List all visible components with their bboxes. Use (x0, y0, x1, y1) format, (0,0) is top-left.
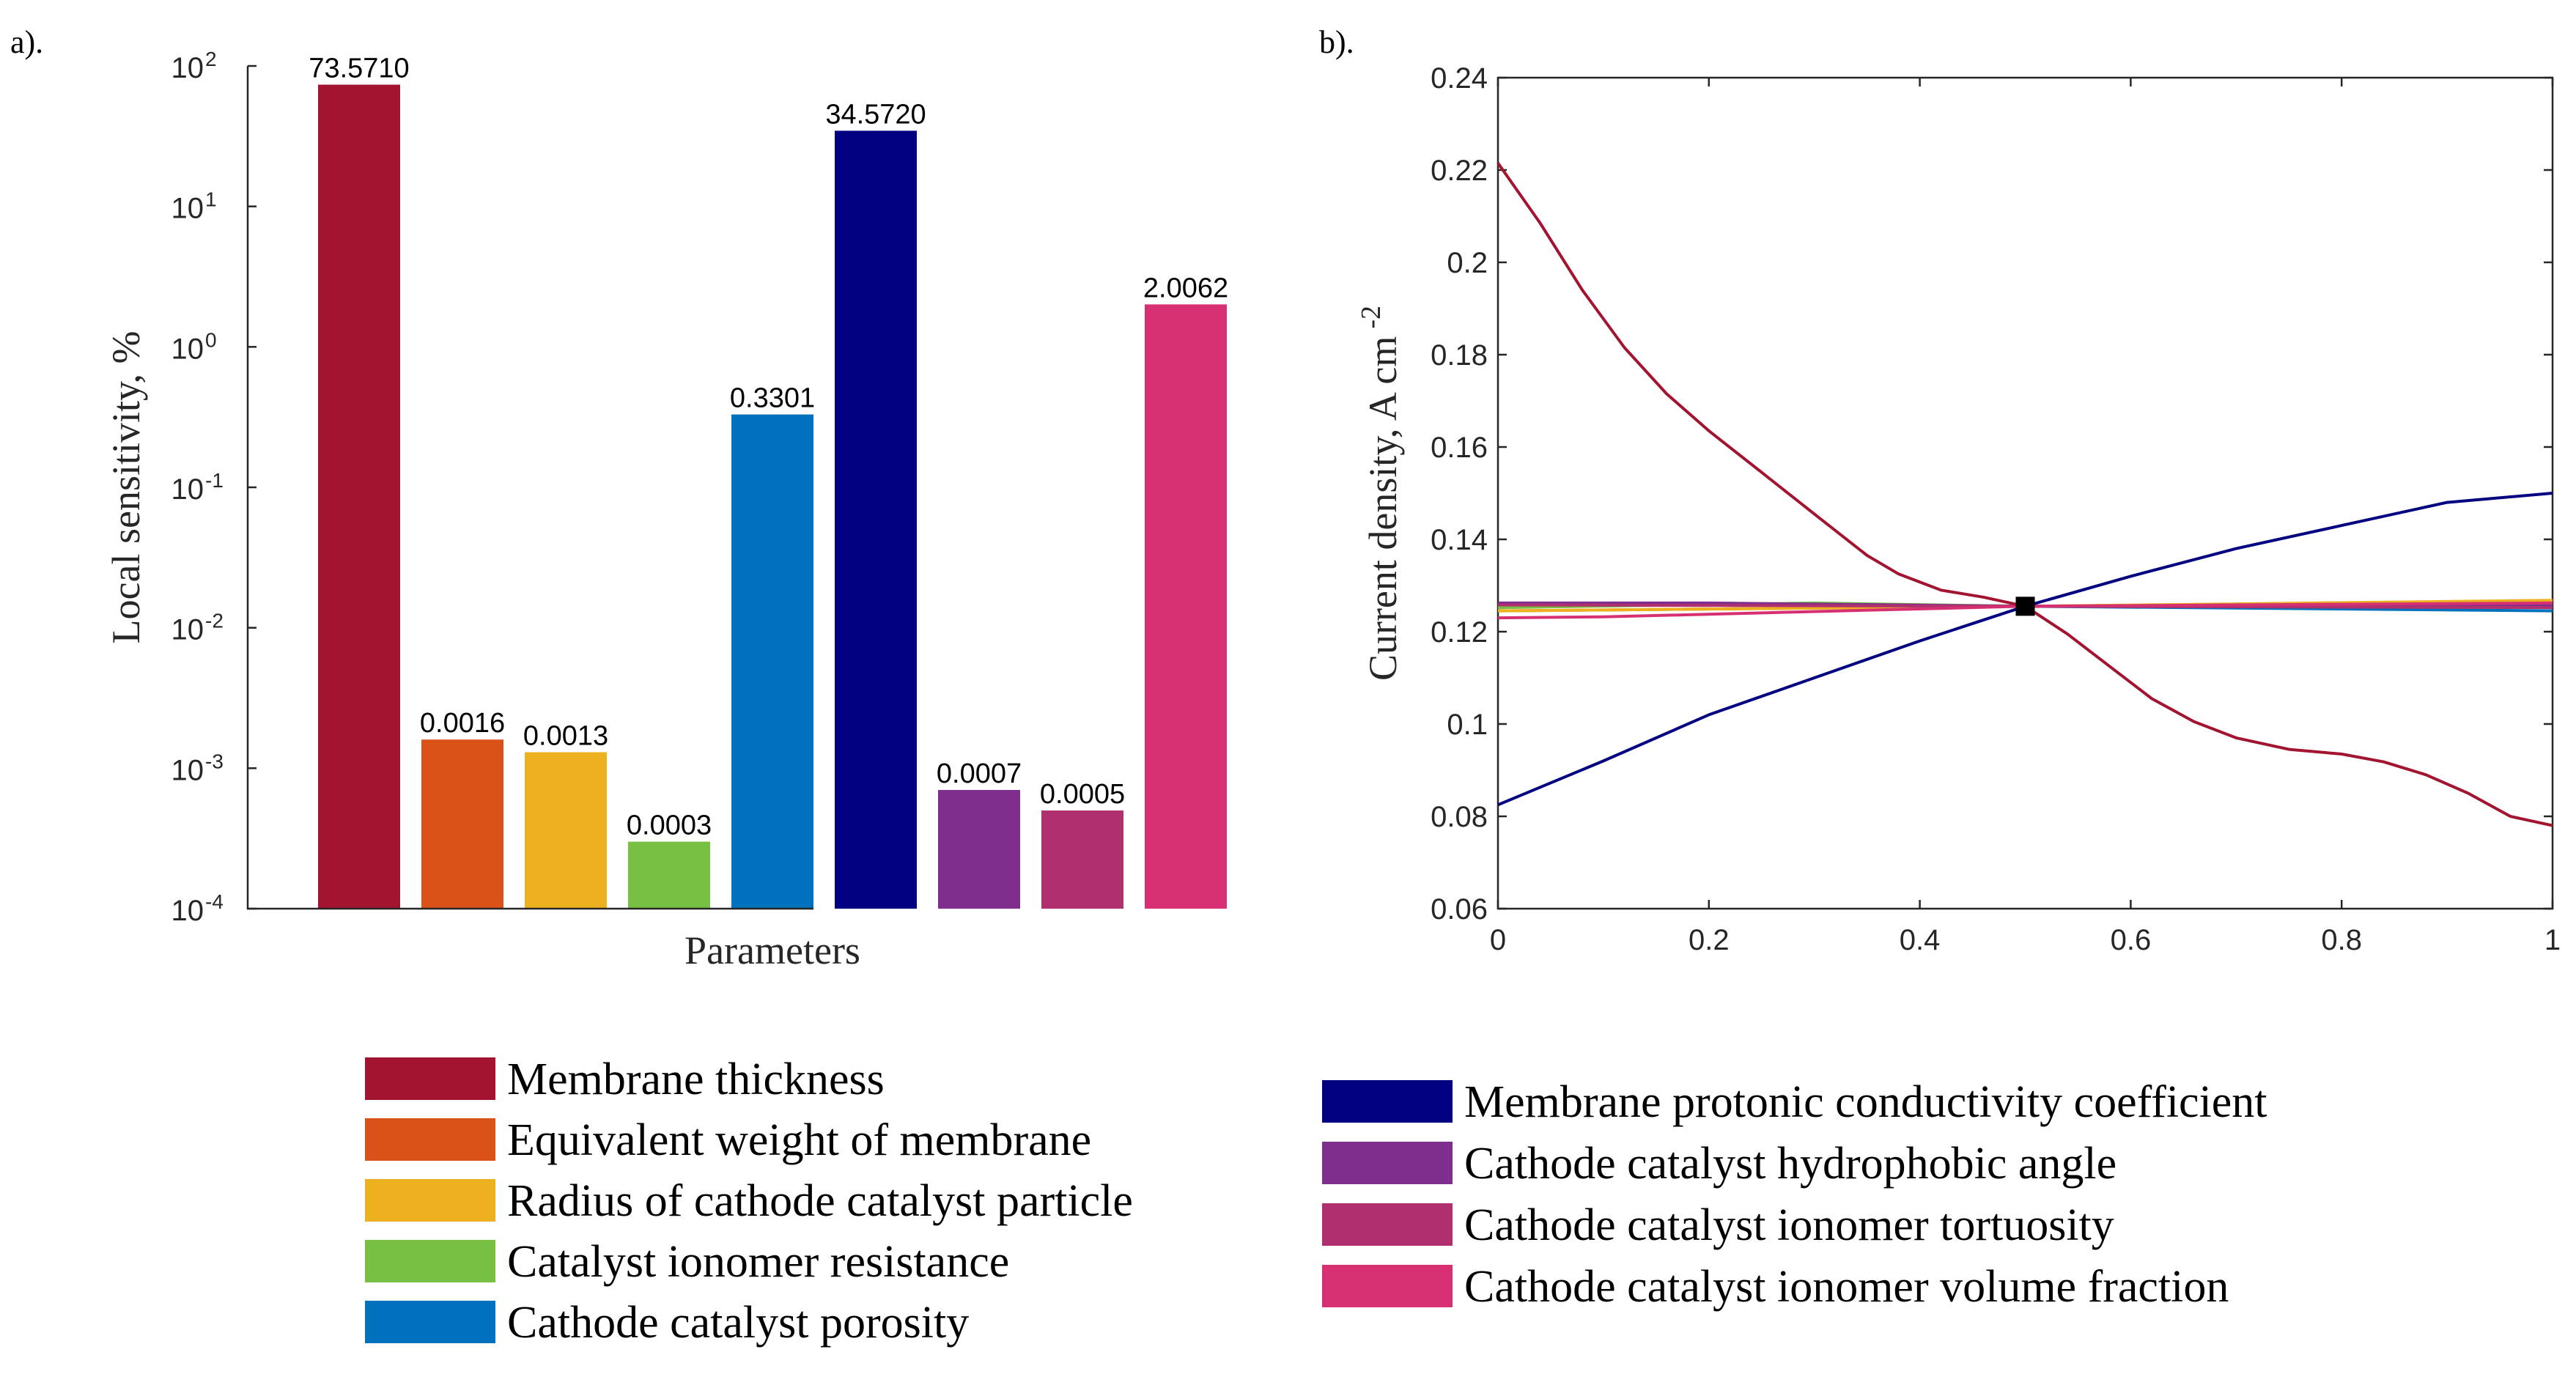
bar (628, 841, 710, 909)
legend-label: Cathode catalyst ionomer volume fraction (1464, 1262, 2229, 1312)
y-tick-label: 0.18 (1431, 339, 1488, 372)
legend-label: Cathode catalyst ionomer tortuosity (1464, 1200, 2114, 1250)
bar (835, 130, 917, 909)
bar-data-label: 0.0003 (627, 810, 712, 841)
y-tick-label: 0.24 (1431, 62, 1488, 95)
legend-swatch (365, 1179, 495, 1222)
panel-b-label: b). (1319, 24, 1354, 60)
series-line (1497, 492, 2553, 807)
legend-swatch (365, 1118, 495, 1161)
y-tick-label: 10 (171, 193, 204, 225)
x-axis-title: Parameters (684, 928, 860, 972)
legend-left: Membrane thickness Equivalent weight of m… (365, 1054, 1133, 1348)
x-tick-label: 0.8 (2321, 924, 2362, 956)
legend-label: Catalyst ionomer resistance (507, 1237, 1009, 1287)
bar (421, 739, 503, 909)
legend-label: Cathode catalyst porosity (507, 1298, 969, 1348)
legend-swatch (1322, 1080, 1453, 1123)
bar-data-label: 0.0016 (420, 708, 505, 739)
y-tick-label: 0.08 (1431, 801, 1488, 833)
line-series (1496, 162, 2553, 827)
legend-label: Membrane thickness (507, 1054, 885, 1104)
y-tick-label: 10 (171, 473, 204, 506)
bar (731, 414, 813, 909)
y-tick-exponent: 2 (205, 48, 217, 70)
line-chart-frame (1496, 76, 2554, 910)
y-tick-label: 10 (171, 754, 204, 786)
y-tick-label: 10 (171, 52, 204, 84)
bar (1145, 304, 1227, 909)
bar (1041, 810, 1123, 909)
y-tick-exponent: -1 (205, 469, 224, 492)
y-tick-label: 10 (171, 895, 204, 927)
y-tick-exponent: 1 (205, 188, 217, 211)
bar-data-label: 0.0013 (523, 720, 608, 751)
y-tick-label: 0.14 (1431, 524, 1488, 556)
y-tick-label: 0.1 (1447, 709, 1488, 741)
series-line (1497, 601, 2553, 620)
legend-label: Cathode catalyst hydrophobic angle (1464, 1139, 2116, 1189)
legend-label: Equivalent weight of membrane (507, 1115, 1091, 1165)
bar (525, 752, 607, 909)
bar-chart-axes (246, 66, 813, 910)
line-chart: 0 0.2 0.4 0.6 0.8 1 0.060.080.10.120.140.160.… (1356, 62, 2561, 956)
legend-swatch (1322, 1142, 1453, 1184)
bar-data-label: 0.3301 (730, 383, 815, 414)
bar-data-label: 2.0062 (1143, 273, 1228, 303)
x-tick-label: 0.2 (1689, 924, 1730, 956)
x-tick-label: 1 (2544, 924, 2561, 956)
x-axis-ticks: 0 0.2 0.4 0.6 0.8 1 (1490, 78, 2561, 956)
y-tick-exponent: 0 (205, 328, 217, 351)
y-axis-ticks-b: 0.06 0.08 0.1 0.12 0.14 0.16 0.18 0.2 0.22 0.24 (1431, 62, 2553, 926)
panel-a-label: a). (10, 24, 43, 60)
y-tick-label: 0.22 (1431, 155, 1488, 187)
y-tick-exponent: -3 (205, 750, 224, 772)
x-tick-label: 0.4 (1900, 924, 1941, 956)
x-tick-label: 0 (1490, 924, 1506, 956)
bar-data-label: 73.5710 (309, 53, 409, 84)
legend-label: Radius of cathode catalyst particle (507, 1176, 1133, 1226)
y-tick-exponent: -4 (205, 890, 224, 913)
bar-series (318, 84, 1227, 909)
legend-swatch (1322, 1203, 1453, 1246)
y-tick-label: 0.2 (1447, 247, 1488, 279)
bar (318, 84, 400, 909)
y-tick-label: 10 (171, 614, 204, 646)
series-line (1496, 162, 2553, 827)
operating-point-marker (2015, 596, 2035, 616)
bar-data-label: 0.0007 (937, 758, 1022, 789)
bar-chart: 73.5710 0.0016 0.0013 0.0003 0.3301 34.5720 0.… (104, 48, 1228, 972)
y-axis-title-b: Current density, A cm-2 (1356, 306, 1405, 681)
legend-swatch (365, 1240, 495, 1282)
legend-label: Membrane protonic conductivity coefficie… (1464, 1077, 2267, 1127)
y-tick-label: 0.06 (1431, 893, 1488, 926)
x-tick-label: 0.6 (2111, 924, 2152, 956)
y-axis-title: Local sensitivity, % (104, 331, 148, 644)
legend-swatch (365, 1057, 495, 1100)
bar-data-labels: 73.5710 0.0016 0.0013 0.0003 0.3301 34.5720 0.… (309, 53, 1228, 841)
bar (938, 790, 1020, 909)
y-tick-label: 0.12 (1431, 616, 1488, 649)
legend-swatch (1322, 1265, 1453, 1307)
bar-data-label: 0.0005 (1040, 779, 1125, 810)
bar-data-label: 34.5720 (825, 99, 926, 130)
legend-swatch (365, 1301, 495, 1343)
y-tick-label: 10 (171, 333, 204, 365)
legend-right: Membrane protonic conductivity coefficie… (1322, 1077, 2267, 1312)
y-tick-label: 0.16 (1431, 432, 1488, 464)
y-tick-exponent: -2 (205, 610, 224, 632)
